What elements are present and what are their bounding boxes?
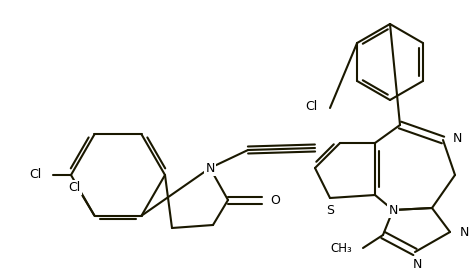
Text: N: N xyxy=(205,161,215,175)
Text: CH₃: CH₃ xyxy=(330,241,352,254)
Text: N: N xyxy=(388,204,398,216)
Text: Cl: Cl xyxy=(306,100,318,112)
Text: O: O xyxy=(270,194,280,207)
Text: N: N xyxy=(413,257,421,271)
Text: N: N xyxy=(460,226,469,238)
Text: N: N xyxy=(453,131,463,144)
Text: Cl: Cl xyxy=(29,169,41,182)
Text: S: S xyxy=(326,204,334,216)
Text: Cl: Cl xyxy=(68,181,81,194)
